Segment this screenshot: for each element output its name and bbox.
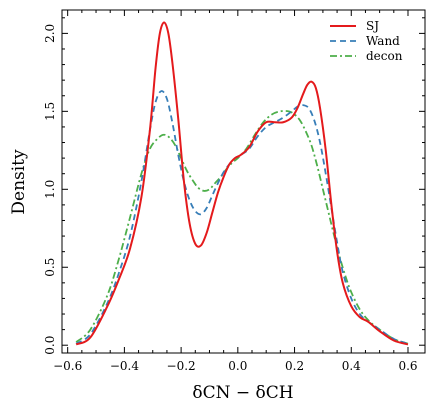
- y-axis-title: Density: [9, 149, 29, 215]
- y-tick-label: 0.5: [43, 258, 57, 277]
- y-tick-label: 1.5: [43, 102, 57, 121]
- x-tick-label: −0.6: [53, 359, 82, 373]
- plot-frame: [61, 9, 426, 354]
- curves-layer: [75, 21, 409, 346]
- x-tick-label: 0.0: [228, 359, 247, 373]
- x-tick-label: 0.6: [398, 359, 417, 373]
- legend-label-decon: decon: [366, 49, 403, 63]
- y-tick-label: 1.0: [43, 180, 57, 199]
- series-line-sj: [75, 21, 409, 346]
- x-tick-label: 0.2: [285, 359, 304, 373]
- y-tick-label: 2.0: [43, 24, 57, 43]
- x-tick-label: 0.4: [342, 359, 361, 373]
- y-tick-label: 0.0: [43, 336, 57, 355]
- x-axis-title: δCN − δCH: [192, 383, 293, 403]
- series-line-decon: [75, 110, 409, 345]
- x-tick-label: −0.4: [110, 359, 140, 373]
- x-tick-label: −0.2: [167, 359, 196, 373]
- legend-label-wand: Wand: [366, 34, 400, 48]
- ticks-layer: −0.6 −0.4 −0.2 0.0 0.2 0.4 0.6 0.0 0.5 1.0 1.5 2.0: [43, 10, 425, 373]
- legend-label-sj: SJ: [366, 19, 379, 33]
